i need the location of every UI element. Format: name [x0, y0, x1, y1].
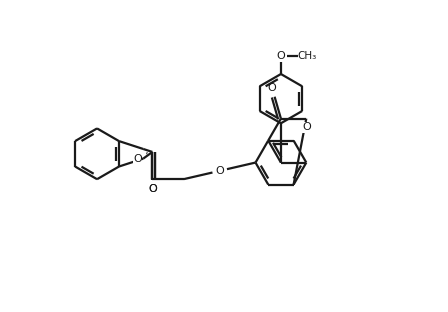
Text: CH₃: CH₃ [297, 51, 317, 61]
Text: O: O [302, 122, 310, 132]
Text: O: O [148, 184, 157, 194]
Text: O: O [148, 184, 157, 194]
Text: O: O [133, 154, 142, 164]
Text: O: O [276, 51, 285, 61]
Text: O: O [268, 83, 276, 93]
Text: O: O [215, 166, 224, 176]
